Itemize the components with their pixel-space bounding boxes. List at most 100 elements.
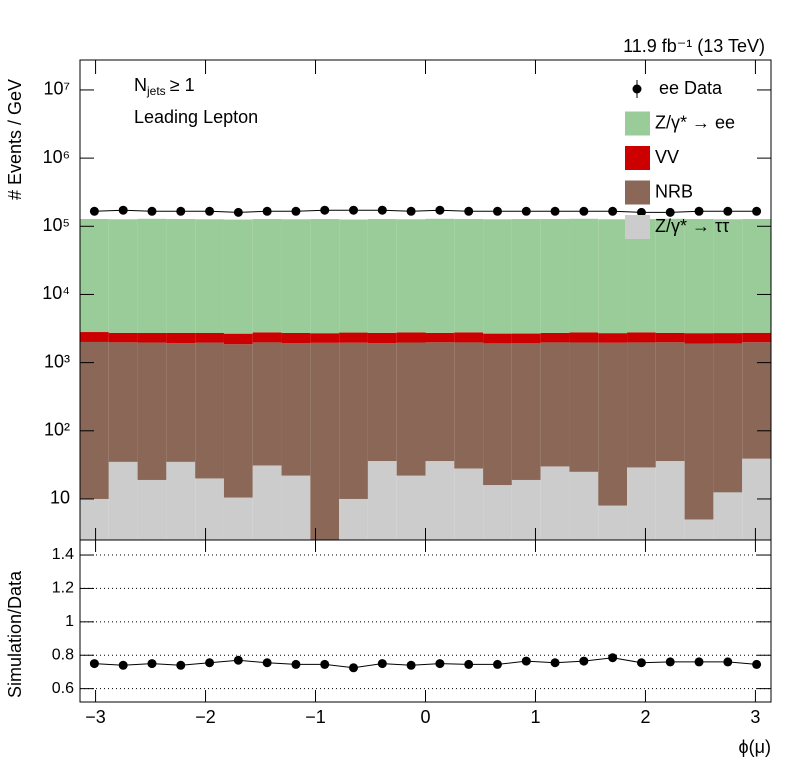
data-point <box>291 206 301 216</box>
selection-label: Njets ≥ 1 <box>134 75 195 98</box>
y-tick-label: 10⁷ <box>43 79 70 99</box>
ratio-point <box>492 659 502 669</box>
stack-segment <box>598 505 628 540</box>
y-tick-label: 1.4 <box>52 546 74 563</box>
stack-segment <box>310 545 339 547</box>
stack-segment <box>137 333 167 343</box>
stack-segment <box>569 342 599 472</box>
stack-segment <box>281 219 311 333</box>
y-tick-label: 1 <box>65 613 74 630</box>
ratio-point <box>233 655 243 665</box>
legend-label: Z/γ* → ee <box>655 112 735 132</box>
stack-segment <box>454 332 484 343</box>
ratio-point <box>665 657 675 667</box>
stack-segment <box>627 342 656 468</box>
stack-segment <box>339 342 368 499</box>
data-point <box>147 206 157 216</box>
ratio-point <box>608 653 618 663</box>
data-point <box>579 206 589 216</box>
data-point <box>752 206 762 216</box>
y-tick-label: 10³ <box>44 351 70 371</box>
stack-segment <box>396 342 426 476</box>
stack-segment <box>252 332 282 343</box>
selection-suffix: ≥ 1 <box>170 75 195 95</box>
stack-segment <box>166 461 196 540</box>
data-point <box>521 206 531 216</box>
stack-segment <box>310 333 340 343</box>
stack-segment <box>108 461 138 540</box>
stack-segment <box>684 219 714 334</box>
data-point <box>406 206 416 216</box>
data-point <box>608 206 618 216</box>
ratio-point <box>176 660 186 670</box>
stack-segment <box>396 332 426 343</box>
x-axis-label: ϕ(μ) <box>739 737 771 757</box>
data-line <box>94 209 757 213</box>
stack-segment <box>367 343 397 462</box>
data-point <box>550 206 560 216</box>
stack-segment <box>655 342 685 462</box>
stack-segment <box>655 332 685 343</box>
y-tick-label: 10⁵ <box>43 215 70 235</box>
ratio-plot <box>80 554 771 690</box>
stack-segment <box>281 343 311 476</box>
stack-segment <box>742 332 771 343</box>
main-plot <box>80 205 771 547</box>
data-point <box>320 205 330 215</box>
legend-label: ee Data <box>659 78 723 98</box>
selection-sub: jets <box>146 84 166 98</box>
stack-segment <box>137 342 167 480</box>
stack-segment <box>137 218 167 334</box>
stack-segment <box>80 219 109 333</box>
data-point <box>723 206 733 216</box>
stack-segment <box>195 478 224 540</box>
stack-segment <box>108 342 138 462</box>
legend-label: Z/γ* → ττ <box>655 216 729 236</box>
data-point <box>435 205 445 215</box>
data-point <box>118 205 128 215</box>
x-tick-label: −2 <box>195 707 216 727</box>
data-point <box>89 206 99 216</box>
ratio-point <box>89 659 99 669</box>
ratio-point <box>291 659 301 669</box>
x-tick-label: −1 <box>305 707 326 727</box>
ratio-line <box>94 657 757 669</box>
ratio-point <box>752 659 762 669</box>
stack-segment <box>713 333 743 344</box>
stack-segment <box>339 332 368 343</box>
stack-segment <box>425 332 455 343</box>
stack-segment <box>598 219 628 334</box>
ratio-point <box>377 659 387 669</box>
stack-segment <box>569 332 599 343</box>
lumi-label: 11.9 fb⁻¹ (13 TeV) <box>623 36 765 56</box>
stack-segment <box>310 342 340 540</box>
stack-segment <box>598 342 628 506</box>
stack-segment <box>483 333 512 344</box>
ratio-point <box>521 656 531 666</box>
stack-segment <box>396 219 426 333</box>
stack-segment <box>511 219 541 334</box>
stack-segment <box>367 332 397 344</box>
stack-segment <box>137 479 167 540</box>
stack-segment <box>454 342 484 469</box>
stack-segment <box>80 332 109 342</box>
y-axis-label: # Events / GeV <box>5 79 25 200</box>
y-tick-label: 10² <box>44 420 70 440</box>
stack-segment <box>252 342 282 466</box>
stack-segment <box>511 343 541 480</box>
data-point <box>694 206 704 216</box>
ratio-point <box>694 657 704 667</box>
stack-segment <box>310 219 340 334</box>
ratio-y-axis-label: Simulation/Data <box>5 570 25 698</box>
stack-segment <box>223 219 253 334</box>
stack-segment <box>425 218 455 333</box>
x-tick-label: 0 <box>420 707 430 727</box>
stack-segment <box>281 332 311 344</box>
data-point <box>665 207 675 217</box>
y-tick-label: 10⁶ <box>43 147 70 167</box>
ratio-point <box>262 658 272 668</box>
stack-segment <box>195 219 224 333</box>
data-point <box>636 207 646 217</box>
stack-segment <box>569 471 599 540</box>
